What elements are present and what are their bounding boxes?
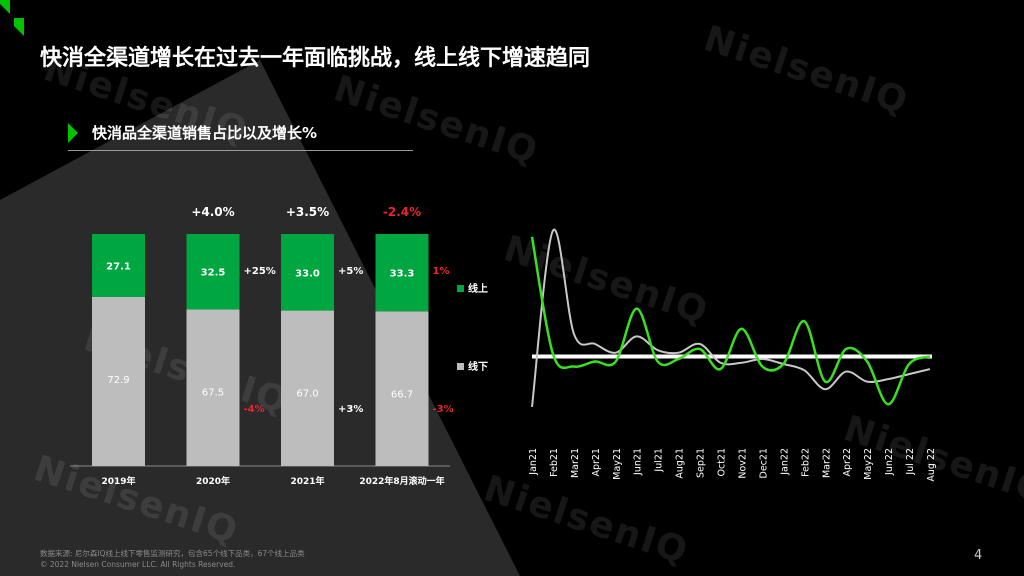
line-x-tick-label: May21: [612, 448, 623, 480]
bar-offline-value: 67.0: [296, 389, 318, 400]
subtitle-divider: [68, 150, 413, 151]
legend-label: 线上: [468, 282, 488, 295]
legend-swatch: [457, 363, 464, 370]
bar-online-value: 27.1: [106, 261, 131, 272]
bar-offline-3: [375, 311, 429, 466]
bar-online-3: [375, 234, 429, 312]
footer: 数据来源: 尼尔森IQ线上线下零售监测研究，包含65个线下品类，67个线上品类 …: [40, 548, 305, 570]
legend-swatch: [457, 285, 464, 292]
bar-online-value: 33.0: [295, 268, 320, 279]
bar-offline-0: [92, 296, 145, 466]
legend-label: 线下: [468, 360, 488, 373]
bar-category-label: 2021年: [290, 475, 324, 487]
line-x-tick-label: Jun21: [633, 448, 644, 476]
chart-subtitle: 快消品全渠道销售占比以及增长%: [92, 124, 318, 142]
chart-subtitle-block: 快消品全渠道销售占比以及增长%: [68, 122, 317, 143]
line-x-tick-label: Dec21: [758, 448, 769, 478]
line-x-tick-label: Jul21: [654, 448, 665, 473]
bar-category-label: 2022年8月滚动一年: [359, 475, 444, 487]
offline-growth-label: -3%: [433, 404, 454, 415]
bar-online-value: 33.3: [390, 269, 415, 280]
line-x-tick-label: Jan21: [528, 448, 539, 476]
line-x-tick-label: Jun22: [884, 448, 895, 476]
footer-source: 数据来源: 尼尔森IQ线上线下零售监测研究，包含65个线下品类，67个线上品类: [40, 549, 305, 558]
footer-copyright: © 2022 Nielsen Consumer LLC. All Rights …: [40, 560, 236, 569]
line-x-tick-label: May22: [863, 448, 874, 480]
offline-growth-label: +3%: [338, 404, 363, 415]
bar-online-0: [92, 234, 145, 297]
line-x-tick-label: Oct21: [717, 448, 728, 477]
bar-online-1: [186, 234, 240, 310]
total-growth-label: -2.4%: [383, 205, 421, 219]
page-number: 4: [974, 548, 983, 563]
bar-offline-1: [186, 309, 240, 466]
total-growth-label: +3.5%: [286, 205, 329, 219]
bar-offline-2: [281, 310, 334, 466]
bar-offline-value: 72.9: [107, 375, 129, 386]
page-title: 快消全渠道增长在过去一年面临挑战，线上线下增速趋同: [40, 46, 591, 71]
total-growth-label: +4.0%: [191, 205, 234, 219]
line-x-tick-label: Apr22: [842, 448, 853, 477]
bar-category-label: 2020年: [196, 475, 230, 487]
line-series-offline: [531, 228, 931, 407]
line-x-tick-label: Apr21: [591, 448, 602, 477]
bar-online-2: [281, 234, 334, 311]
line-x-tick-label: Jul 22: [905, 448, 916, 476]
line-x-tick-label: Aug21: [675, 448, 686, 479]
bar-offline-value: 66.7: [391, 389, 413, 400]
line-series-online: [530, 236, 931, 406]
line-x-tick-label: Nov21: [737, 448, 748, 479]
triangle-marker-icon: [68, 122, 78, 143]
line-x-tick-label: Aug 22: [926, 448, 937, 482]
bar-offline-value: 67.5: [202, 387, 224, 398]
online-growth-label: 1%: [433, 266, 450, 277]
online-growth-label: +5%: [338, 266, 363, 277]
bar-online-value: 32.5: [201, 268, 226, 279]
line-x-tick-label: Feb22: [800, 448, 811, 477]
line-x-tick-label: Sep21: [696, 448, 707, 478]
online-growth-label: +25%: [244, 266, 276, 277]
offline-growth-label: -4%: [244, 404, 265, 415]
line-x-tick-label: Feb21: [549, 448, 560, 477]
bar-category-label: 2019年: [101, 475, 135, 487]
line-x-tick-label: Jan22: [779, 448, 790, 476]
line-x-tick-label: Mar22: [821, 448, 832, 478]
brand-corner-logo: [0, 0, 24, 36]
line-x-tick-label: Mar21: [570, 448, 581, 478]
